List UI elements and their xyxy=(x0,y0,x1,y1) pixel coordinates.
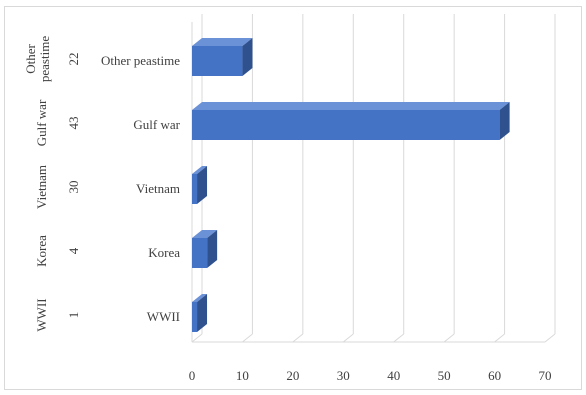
bar-side-face xyxy=(499,102,510,140)
x-tick-label: 20 xyxy=(286,368,299,383)
x-tick-label: 50 xyxy=(438,368,451,383)
gridline-floor xyxy=(342,333,354,343)
bar xyxy=(192,110,500,140)
category-code-label: 1 xyxy=(66,312,81,319)
bar-top-face xyxy=(192,294,208,302)
gridline-floor xyxy=(544,333,556,343)
category-code-label: 22 xyxy=(66,53,81,66)
bar-top-face xyxy=(192,166,208,174)
bar-top-face xyxy=(192,230,218,238)
category-group-label: WWII xyxy=(34,298,49,331)
x-tick-label: 60 xyxy=(488,368,501,383)
category-label: Korea xyxy=(148,245,180,260)
bar-side-face xyxy=(197,294,208,332)
category-group-label: Otherpeastime xyxy=(23,36,52,82)
category-label: Other peastime xyxy=(101,53,180,68)
bar-top-face xyxy=(192,102,510,110)
x-tick-label: 10 xyxy=(236,368,249,383)
bar-side-face xyxy=(207,230,218,268)
gridline-floor xyxy=(191,333,203,343)
x-tick-label: 70 xyxy=(539,368,552,383)
category-label: Gulf war xyxy=(133,117,180,132)
x-tick-label: 0 xyxy=(189,368,196,383)
bar xyxy=(192,174,198,204)
category-code-label: 30 xyxy=(66,181,81,194)
gridline-floor xyxy=(393,333,405,343)
category-label: Vietnam xyxy=(136,181,180,196)
chart-frame xyxy=(4,6,582,390)
x-tick-label: 30 xyxy=(337,368,350,383)
category-group-label: Korea xyxy=(34,235,49,267)
category-group-label: Vietnam xyxy=(34,165,49,209)
bar-side-face xyxy=(197,166,208,204)
bar xyxy=(192,238,208,268)
category-code-label: 4 xyxy=(66,247,81,254)
category-group-label: Gulf war xyxy=(34,99,49,146)
gridline-floor xyxy=(443,333,455,343)
category-label: WWII xyxy=(147,309,180,324)
x-tick-label: 40 xyxy=(387,368,400,383)
gridline-floor xyxy=(242,333,253,343)
gridline-floor xyxy=(292,333,304,343)
bar xyxy=(192,46,243,76)
bar xyxy=(192,302,198,332)
category-code-label: 43 xyxy=(66,117,81,130)
bar-top-face xyxy=(192,38,253,46)
gridline-floor xyxy=(494,333,505,343)
bar-side-face xyxy=(242,38,253,76)
